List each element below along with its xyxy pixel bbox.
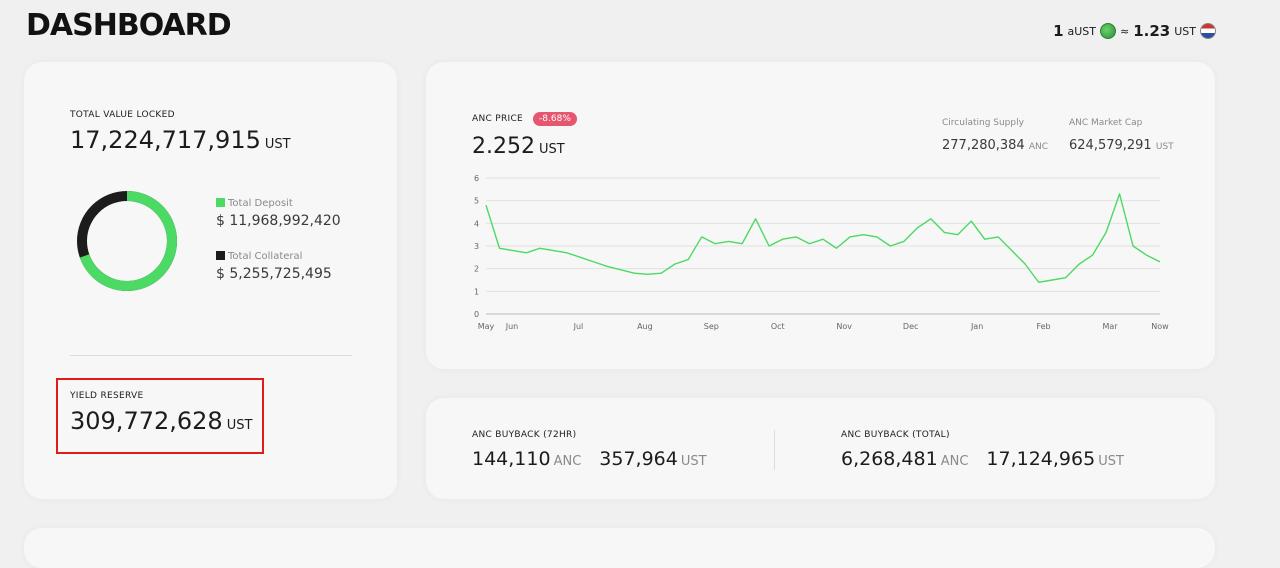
buyback-72h-anc: 144,110 (472, 448, 551, 470)
buyback-card: ANC BUYBACK (72HR) 144,110 ANC 357,964 UST… (426, 398, 1215, 499)
yield-reserve-value: 309,772,628 UST (70, 407, 252, 435)
buyback-total-ust: 17,124,965 (986, 448, 1096, 470)
exchange-rate: 1 aUST ≈ 1.23 UST (1053, 22, 1216, 40)
tvl-card: TOTAL VALUE LOCKED 17,224,717,915 UST Tot… (24, 62, 397, 499)
x-tick-label: Dec (903, 322, 918, 331)
y-tick-label: 6 (474, 174, 479, 183)
anc-price-card: ANC PRICE -8.68% 2.252 UST Circulating Su… (426, 62, 1215, 369)
page-title: DASHBOARD (26, 8, 232, 43)
rate-lhs-unit: aUST (1067, 24, 1097, 38)
buyback-72h-ust: 357,964 (599, 448, 678, 470)
y-tick-label: 2 (474, 265, 479, 274)
legend-collateral-value: $ 5,255,725,495 (216, 266, 332, 282)
buyback-72h-anc-unit: ANC (553, 454, 582, 469)
tvl-unit: UST (264, 137, 291, 152)
y-tick-label: 0 (474, 310, 479, 319)
rate-approx-symbol: ≈ (1120, 24, 1130, 38)
circulating-supply-label: Circulating Supply (942, 118, 1024, 128)
legend-collateral: Total Collateral $ 5,255,725,495 (216, 251, 332, 282)
divider (70, 355, 352, 356)
legend-collateral-label: Total Collateral (228, 251, 303, 262)
legend-deposit: Total Deposit $ 11,968,992,420 (216, 198, 341, 229)
anc-price-unit: UST (538, 142, 565, 157)
anc-price-label: ANC PRICE (472, 114, 524, 124)
tvl-label: TOTAL VALUE LOCKED (70, 110, 175, 120)
x-tick-label: Aug (637, 322, 653, 331)
legend-deposit-label: Total Deposit (228, 198, 293, 209)
circulating-supply-value: 277,280,384 (942, 138, 1025, 153)
deposit-swatch (216, 198, 225, 207)
rate-rhs-unit: UST (1174, 24, 1196, 38)
rate-lhs-qty: 1 (1053, 22, 1064, 40)
ust-token-icon (1200, 23, 1216, 39)
anc-price-chart[interactable]: 0 1 2 3 4 5 6 May Jun Jul Aug Sep Oct Nov Dec Jan Feb Mar… (472, 174, 1182, 334)
y-tick-label: 1 (474, 287, 479, 296)
yield-reserve-label: YIELD RESERVE (70, 391, 144, 401)
anc-price-header: ANC PRICE -8.68% (472, 112, 577, 126)
x-tick-label: Jun (505, 322, 519, 331)
anc-price-line (485, 193, 1161, 283)
x-tick-label: Feb (1036, 322, 1050, 331)
x-tick-label: Now (1151, 322, 1169, 331)
x-tick-label: Jul (573, 322, 584, 331)
donut-deposit-arc (77, 191, 177, 291)
anc-price-amount: 2.252 (472, 134, 535, 159)
market-cap-unit: UST (1155, 142, 1174, 152)
rate-rhs-qty: 1.23 (1133, 22, 1171, 40)
price-change-badge: -8.68% (533, 112, 577, 126)
x-tick-label: Mar (1102, 322, 1118, 331)
buyback-total-values: 6,268,481 ANC 17,124,965 UST (841, 448, 1142, 470)
market-cap-label: ANC Market Cap (1069, 118, 1143, 128)
circulating-supply-unit: ANC (1028, 142, 1049, 152)
circulating-supply: Circulating Supply 277,280,384 ANC (942, 118, 1048, 153)
x-tick-label: Oct (771, 322, 785, 331)
buyback-72h-values: 144,110 ANC 357,964 UST (472, 448, 725, 470)
yield-reserve-amount: 309,772,628 (70, 407, 223, 435)
buyback-72h-label: ANC BUYBACK (72HR) (472, 430, 577, 440)
yield-reserve-unit: UST (226, 418, 253, 433)
x-tick-label: Jan (970, 322, 983, 331)
buyback-total-label: ANC BUYBACK (TOTAL) (841, 430, 950, 440)
buyback-total-anc-unit: ANC (940, 454, 969, 469)
next-card (24, 528, 1215, 568)
yield-reserve-highlight (56, 378, 264, 454)
buyback-72h-ust-unit: UST (680, 454, 707, 469)
anc-price-value: 2.252 UST (472, 134, 565, 159)
x-tick-label: Sep (704, 322, 719, 331)
market-cap-value: 624,579,291 (1069, 138, 1152, 153)
legend-deposit-value: $ 11,968,992,420 (216, 213, 341, 229)
y-tick-label: 3 (474, 242, 479, 251)
x-tick-label: Nov (836, 322, 852, 331)
tvl-value: 17,224,717,915 UST (70, 126, 291, 154)
aust-token-icon (1100, 23, 1116, 39)
tvl-amount: 17,224,717,915 (70, 126, 261, 154)
tvl-donut-chart (77, 191, 177, 291)
buyback-total-anc: 6,268,481 (841, 448, 938, 470)
y-tick-label: 5 (474, 197, 479, 206)
buyback-divider (774, 430, 775, 470)
collateral-swatch (216, 251, 225, 260)
x-tick-label: May (478, 322, 495, 331)
market-cap: ANC Market Cap 624,579,291 UST (1069, 118, 1174, 153)
buyback-total-ust-unit: UST (1098, 454, 1124, 469)
y-tick-label: 4 (474, 219, 479, 228)
